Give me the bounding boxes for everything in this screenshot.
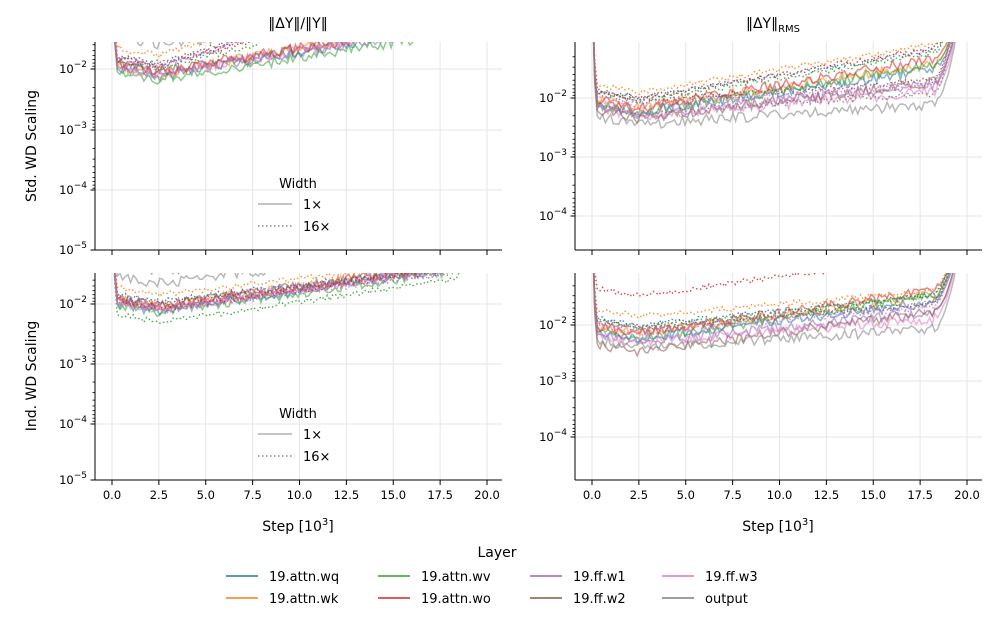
layer-legend-label: 19.attn.wv xyxy=(421,570,491,585)
layer-legend-label: 19.attn.wk xyxy=(269,592,339,607)
series-line-19-attn-wq-16x xyxy=(112,0,484,67)
series-line-19-attn-wo-16x xyxy=(592,188,964,297)
layer-legend-label: output xyxy=(705,592,748,607)
width-legend-label-16x: 16× xyxy=(303,220,330,235)
layer-legend-label: 19.ff.w1 xyxy=(573,570,626,585)
x-tick-label: 15.0 xyxy=(380,488,406,502)
x-tick-label: 5.0 xyxy=(677,488,695,502)
series-line-19-attn-wv-1x xyxy=(592,216,964,341)
x-tick-label: 2.5 xyxy=(630,488,648,502)
width-legend: Width 1× 16× xyxy=(258,407,330,465)
x-tick-label: 17.5 xyxy=(427,488,453,502)
layer-legend-label: 19.ff.w3 xyxy=(705,570,758,585)
y-tick-label: 10−4 xyxy=(59,181,87,197)
x-tick-label: 7.5 xyxy=(723,488,741,502)
width-legend-title: Width xyxy=(279,407,317,422)
series-line-19-ff-w3-16x xyxy=(112,0,484,67)
y-tick-label: 10−5 xyxy=(59,471,87,487)
panel-std-rel xyxy=(91,0,503,255)
panel-std-rms xyxy=(571,0,983,255)
x-tick-label: 20.0 xyxy=(954,488,980,502)
y-tick-label: 10−4 xyxy=(539,207,567,223)
x-tick-label: 7.5 xyxy=(243,488,261,502)
series-line-19-attn-wk-16x xyxy=(592,0,964,94)
series-line-19-ff-w1-16x xyxy=(112,0,484,68)
width-legend-label-1x: 1× xyxy=(303,428,322,443)
series-line-19-ff-w2-1x xyxy=(112,0,484,75)
width-legend-title: Width xyxy=(279,177,317,192)
y-tick-label: 10−3 xyxy=(539,372,567,388)
width-legend: Width 1× 16× xyxy=(258,177,330,235)
x-tick-label: 12.5 xyxy=(334,488,360,502)
row-label-ind: Ind. WD Scaling xyxy=(24,321,40,432)
series-line-19-attn-wo-16x xyxy=(112,0,484,67)
y-tick-label: 10−4 xyxy=(59,415,87,431)
y-tick-label: 10−3 xyxy=(539,148,567,164)
series-line-19-attn-wo-1x xyxy=(112,0,484,74)
x-tick-label: 12.5 xyxy=(814,488,840,502)
series-line-19-attn-wv-1x xyxy=(112,187,484,316)
width-legend-label-16x: 16× xyxy=(303,450,330,465)
figure: 10−2 10−3 10−4 10−5 10−2 10−3 10−4 0.0 2.5 5.0 7.5… xyxy=(0,0,997,628)
y-tick-label: 10−5 xyxy=(59,241,87,257)
y-tick-label: 10−3 xyxy=(59,355,87,371)
title-left: ‖ΔY‖/‖Y‖ xyxy=(268,16,327,32)
y-tick-label: 10−2 xyxy=(539,316,567,332)
series-group xyxy=(112,0,484,84)
y-tick-label: 10−2 xyxy=(59,60,87,76)
x-tick-label: 10.0 xyxy=(767,488,793,502)
series-line-output-16x xyxy=(112,157,484,274)
layer-legend-label: 19.ff.w2 xyxy=(573,592,626,607)
series-line-19-ff-w3-1x xyxy=(112,187,484,312)
y-tick-label: 10−2 xyxy=(539,89,567,105)
series-line-19-attn-wq-1x xyxy=(592,216,964,342)
x-tick-label: 2.5 xyxy=(150,488,168,502)
x-tick-label: 0.0 xyxy=(583,488,601,502)
layer-legend-title: Layer xyxy=(477,545,516,561)
width-legend-label-1x: 1× xyxy=(303,198,322,213)
x-tick-label: 10.0 xyxy=(287,488,313,502)
x-tick-label: 17.5 xyxy=(907,488,933,502)
x-tick-label: 5.0 xyxy=(197,488,215,502)
y-tick-label: 10−4 xyxy=(539,428,567,444)
title-right: ‖ΔY‖RMS xyxy=(746,16,800,35)
x-axis-label: Step [103] xyxy=(262,517,333,535)
layer-legend-label: 19.attn.wq xyxy=(269,570,339,585)
y-tick-label: 10−3 xyxy=(59,121,87,137)
series-line-output-1x xyxy=(112,187,484,287)
layer-legend-label: 19.attn.wo xyxy=(421,592,491,607)
x-tick-label: 20.0 xyxy=(474,488,500,502)
row-label-std: Std. WD Scaling xyxy=(24,90,40,202)
x-tick-label: 15.0 xyxy=(860,488,886,502)
series-group xyxy=(592,187,964,356)
y-tick-label: 10−2 xyxy=(59,295,87,311)
x-tick-label: 0.0 xyxy=(103,488,121,502)
layer-legend: Layer 19.attn.wq 19.attn.wk 19.attn.wv 19.at… xyxy=(226,545,758,607)
x-axis-label: Step [103] xyxy=(742,517,813,535)
